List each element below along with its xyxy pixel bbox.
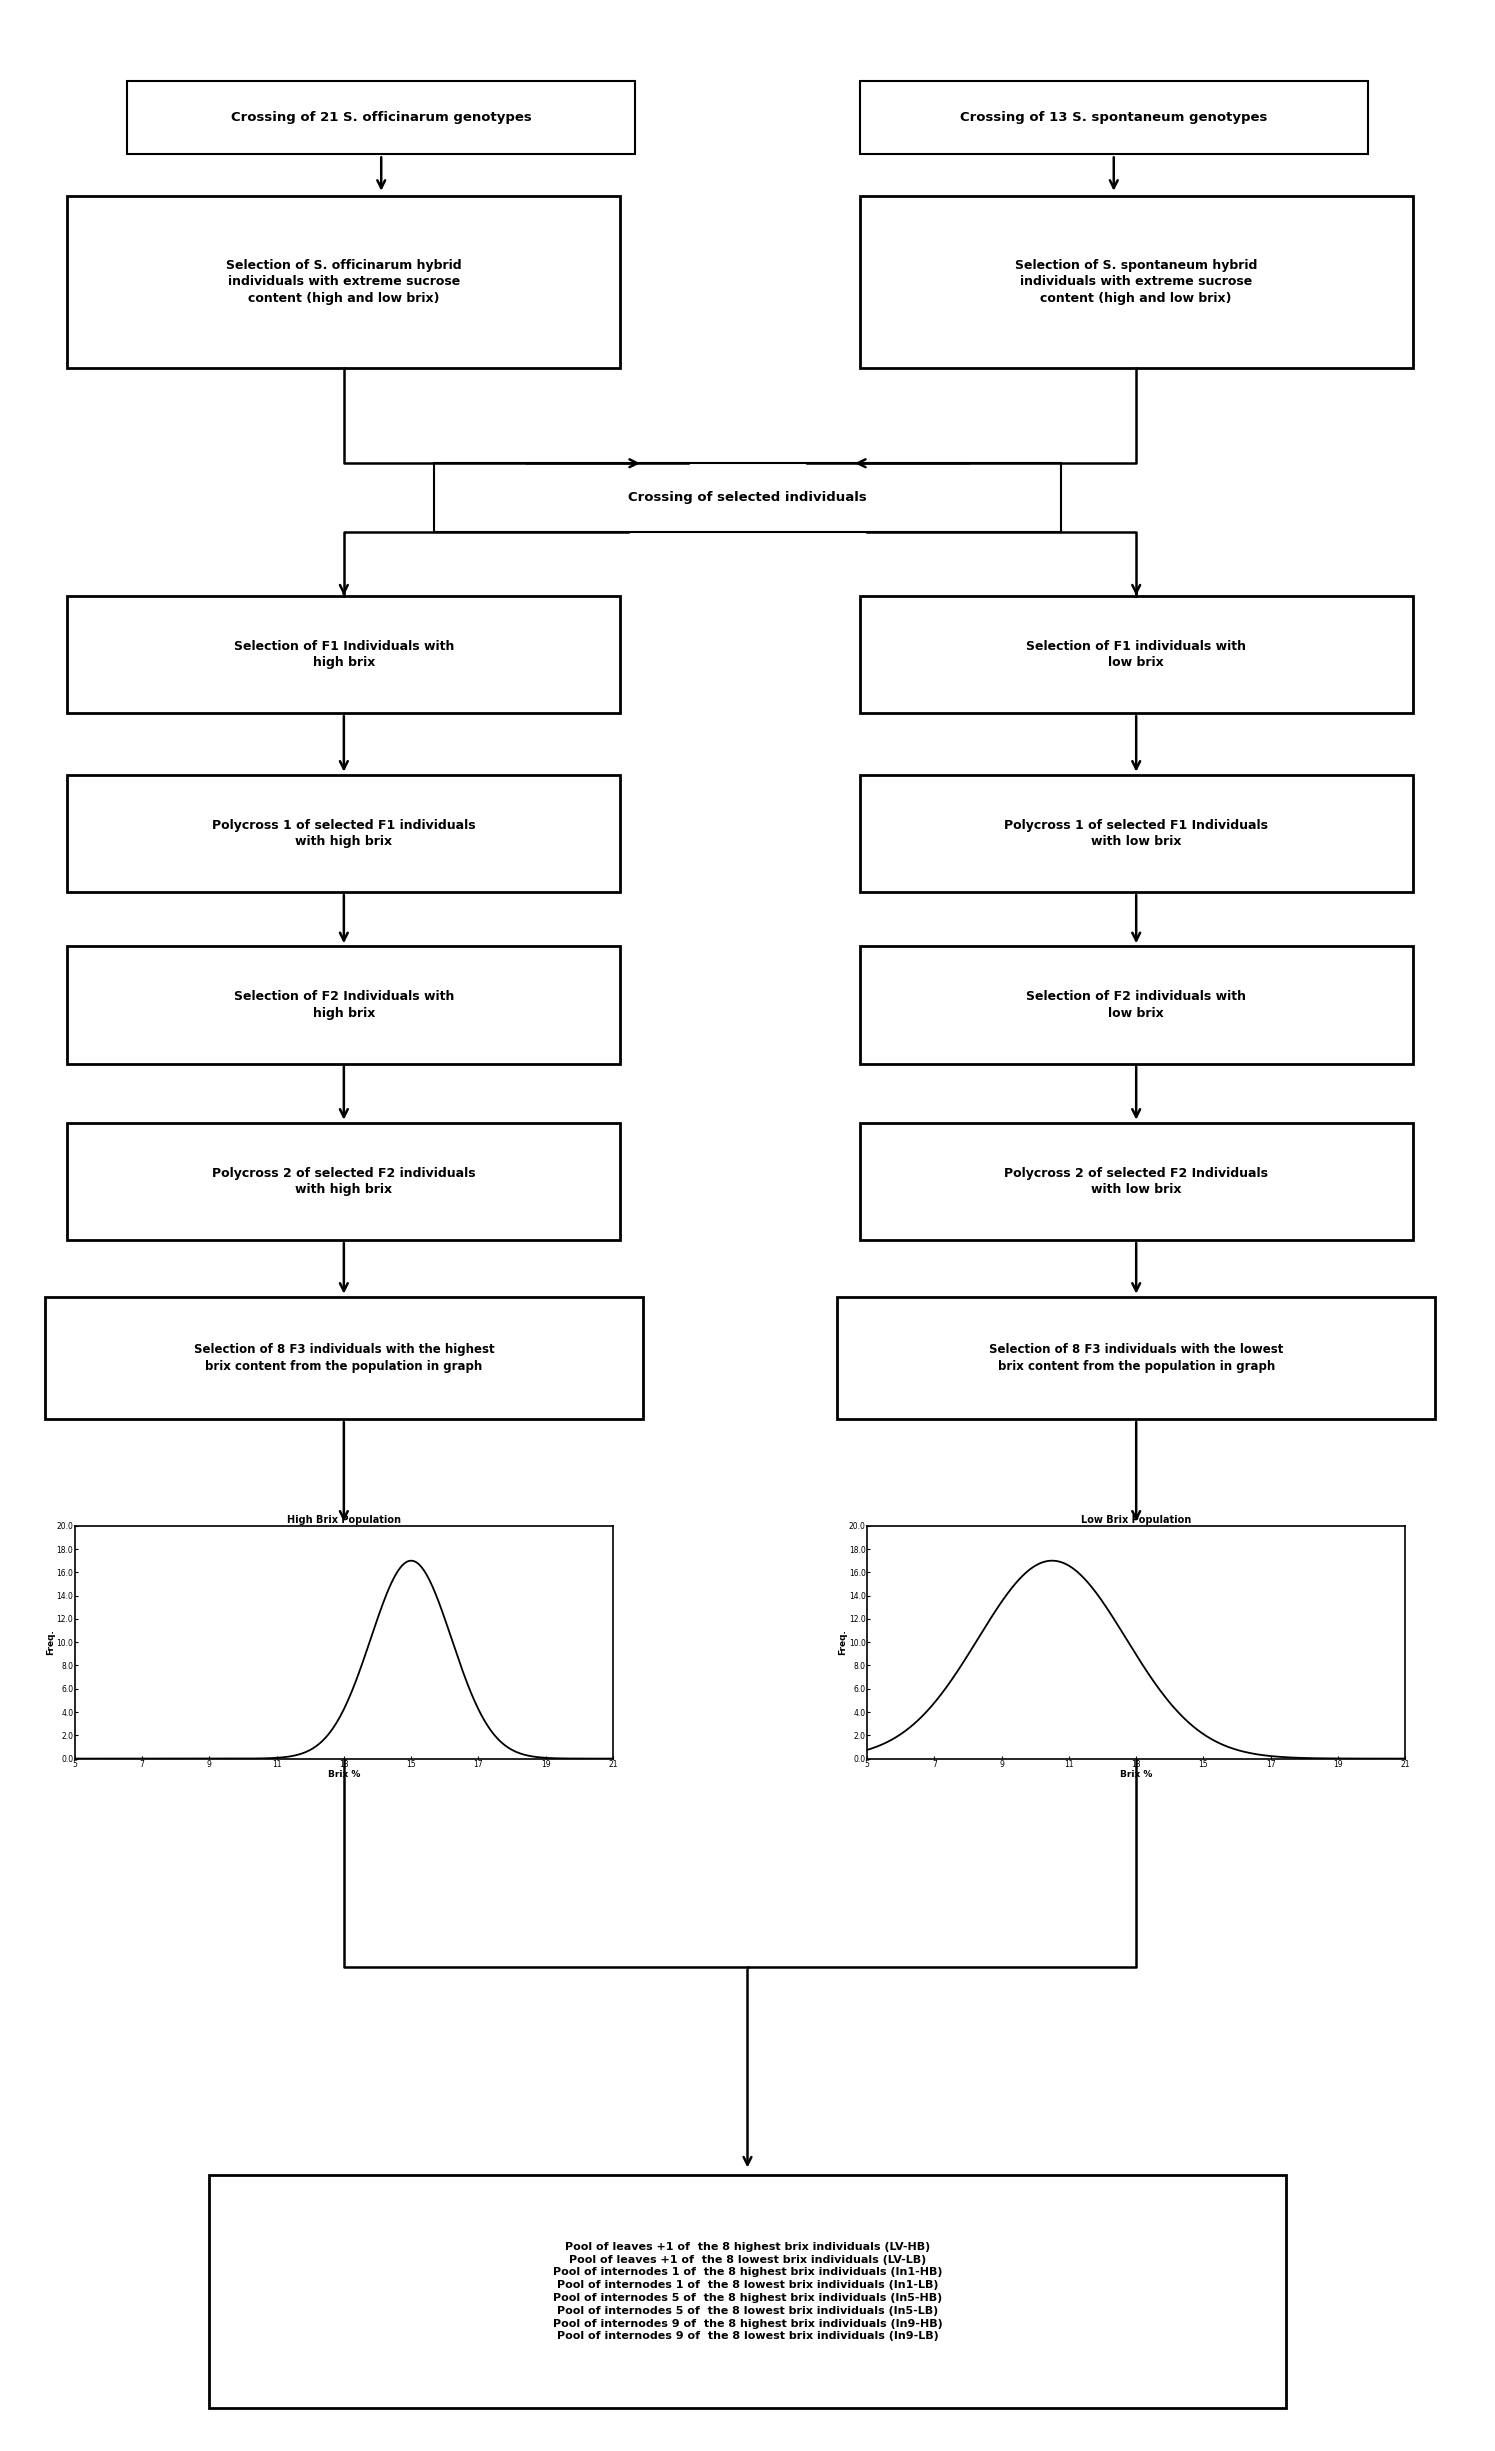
- Text: Selection of 8 F3 individuals with the lowest
brix content from the population i: Selection of 8 F3 individuals with the l…: [990, 1343, 1283, 1373]
- Title: Low Brix Population: Low Brix Population: [1081, 1515, 1192, 1525]
- Text: Crossing of 13 S. spontaneum genotypes: Crossing of 13 S. spontaneum genotypes: [960, 110, 1268, 125]
- FancyBboxPatch shape: [67, 196, 620, 368]
- FancyBboxPatch shape: [837, 1297, 1435, 1419]
- Text: Polycross 2 of selected F2 Individuals
with low brix: Polycross 2 of selected F2 Individuals w…: [1005, 1167, 1268, 1196]
- Text: Selection of S. officinarum hybrid
individuals with extreme sucrose
content (hig: Selection of S. officinarum hybrid indiv…: [226, 260, 462, 304]
- Text: Selection of F1 Individuals with
high brix: Selection of F1 Individuals with high br…: [233, 640, 454, 669]
- X-axis label: Brix %: Brix %: [1120, 1770, 1153, 1779]
- FancyBboxPatch shape: [434, 463, 1061, 532]
- FancyBboxPatch shape: [860, 1123, 1413, 1240]
- FancyBboxPatch shape: [67, 946, 620, 1064]
- FancyBboxPatch shape: [127, 81, 635, 154]
- X-axis label: Brix %: Brix %: [327, 1770, 360, 1779]
- Text: Selection of F1 individuals with
low brix: Selection of F1 individuals with low bri…: [1026, 640, 1247, 669]
- Text: Polycross 1 of selected F1 individuals
with high brix: Polycross 1 of selected F1 individuals w…: [212, 819, 475, 848]
- FancyBboxPatch shape: [860, 946, 1413, 1064]
- Text: Crossing of 21 S. officinarum genotypes: Crossing of 21 S. officinarum genotypes: [230, 110, 532, 125]
- FancyBboxPatch shape: [67, 775, 620, 892]
- Y-axis label: Freq.: Freq.: [839, 1630, 848, 1654]
- FancyBboxPatch shape: [860, 196, 1413, 368]
- FancyBboxPatch shape: [860, 81, 1368, 154]
- Text: Polycross 1 of selected F1 Individuals
with low brix: Polycross 1 of selected F1 Individuals w…: [1005, 819, 1268, 848]
- FancyBboxPatch shape: [45, 1297, 643, 1419]
- Text: Selection of F2 individuals with
low brix: Selection of F2 individuals with low bri…: [1026, 990, 1247, 1020]
- Text: Selection of F2 Individuals with
high brix: Selection of F2 Individuals with high br…: [233, 990, 454, 1020]
- Text: Pool of leaves +1 of  the 8 highest brix individuals (LV-HB)
Pool of leaves +1 o: Pool of leaves +1 of the 8 highest brix …: [553, 2243, 942, 2341]
- Text: Selection of 8 F3 individuals with the highest
brix content from the population : Selection of 8 F3 individuals with the h…: [193, 1343, 495, 1373]
- FancyBboxPatch shape: [67, 1123, 620, 1240]
- FancyBboxPatch shape: [860, 775, 1413, 892]
- FancyBboxPatch shape: [67, 596, 620, 713]
- Text: Polycross 2 of selected F2 individuals
with high brix: Polycross 2 of selected F2 individuals w…: [212, 1167, 475, 1196]
- FancyBboxPatch shape: [209, 2176, 1286, 2407]
- FancyBboxPatch shape: [860, 596, 1413, 713]
- Text: Crossing of selected individuals: Crossing of selected individuals: [628, 490, 867, 505]
- Y-axis label: Freq.: Freq.: [46, 1630, 55, 1654]
- Title: High Brix Population: High Brix Population: [287, 1515, 401, 1525]
- Text: Selection of S. spontaneum hybrid
individuals with extreme sucrose
content (high: Selection of S. spontaneum hybrid indivi…: [1015, 260, 1257, 304]
